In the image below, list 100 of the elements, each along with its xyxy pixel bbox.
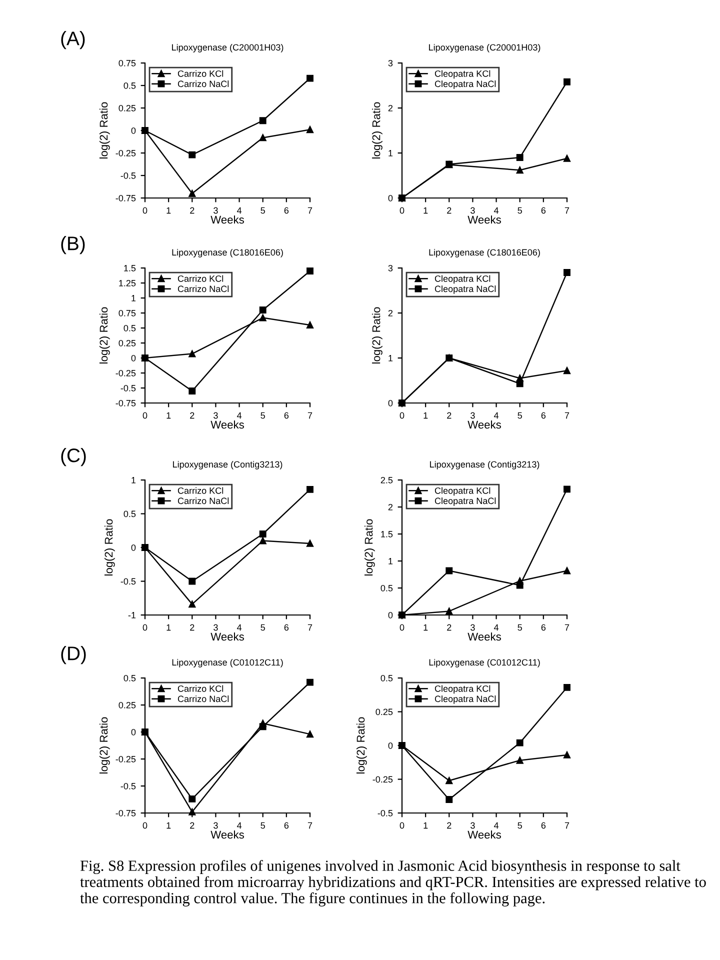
x-tick-label: 5: [260, 207, 265, 214]
text: (A): [61, 31, 85, 50]
y-tick-label: 0.5: [124, 82, 136, 89]
y-tick-label: 1: [388, 558, 393, 564]
chart-title: Lipoxygenase (Contig3213): [430, 460, 540, 470]
x-tick-label: 1: [166, 412, 171, 419]
x-tick-label: 4: [494, 207, 499, 214]
x-tick-label: 0: [400, 412, 404, 419]
y-tick-label: 2: [388, 104, 393, 112]
y-axis-title: log(2) Ratio: [99, 102, 110, 158]
y-tick-label: -1: [128, 612, 136, 618]
y-tick-label: -0.25: [372, 776, 393, 783]
x-tick-label: 5: [260, 822, 265, 829]
x-tick-label: 1: [166, 624, 171, 631]
x-axis-title: Weeks: [468, 215, 501, 224]
x-axis-title: Weeks: [468, 420, 501, 429]
x-tick-label: 0: [142, 412, 148, 419]
y-tick-label: 3: [388, 60, 393, 66]
chart-title: Lipoxygenase (C20001H03): [172, 44, 284, 52]
x-tick-label: 7: [564, 624, 570, 631]
legend-label: Carrizo NaCl: [178, 80, 229, 88]
x-tick-label: 4: [236, 822, 242, 829]
y-tick-label: 0.25: [118, 340, 136, 346]
x-tick-label: 7: [308, 624, 312, 631]
y-axis-title: log(2) Ratio: [372, 102, 382, 158]
x-tick-label: 2: [190, 822, 194, 829]
x-tick-label: 1: [424, 822, 428, 829]
text: (C): [61, 448, 86, 466]
x-tick-label: 3: [214, 412, 218, 419]
y-tick-label: 1: [388, 150, 393, 156]
x-tick-label: 5: [260, 412, 265, 419]
legend-label: Carrizo NaCl: [178, 695, 229, 702]
x-tick-label: 4: [494, 822, 499, 829]
x-tick-label: 1: [166, 207, 171, 214]
y-axis-title: log(2) Ratio: [104, 519, 115, 576]
text: (B): [61, 236, 85, 254]
x-tick-label: 5: [518, 822, 522, 829]
y-tick-label: 0.5: [124, 510, 136, 518]
x-tick-label: 7: [308, 822, 312, 829]
x-tick-label: 2: [447, 412, 452, 419]
y-tick-label: 2: [388, 310, 393, 316]
y-tick-label: 0: [388, 742, 393, 749]
y-tick-label: -0.5: [120, 782, 136, 790]
legend-label: Carrizo NaCl: [178, 497, 229, 504]
text: (D): [61, 646, 86, 664]
y-tick-label: 1.5: [381, 531, 393, 538]
y-tick-label: 0.25: [118, 104, 136, 112]
y-tick-label: 0.25: [376, 708, 393, 716]
x-tick-label: 1: [424, 624, 428, 631]
y-tick-label: 1: [388, 355, 393, 362]
x-axis-title: Weeks: [210, 632, 244, 641]
x-tick-label: 4: [236, 412, 242, 419]
y-tick-label: 0.5: [380, 584, 393, 592]
x-tick-label: 2: [190, 412, 194, 419]
y-tick-label: 0: [131, 544, 136, 551]
x-tick-label: 0: [142, 207, 148, 214]
y-tick-label: 0.5: [124, 324, 136, 332]
x-tick-label: 3: [470, 412, 475, 419]
chart-title: Lipoxygenase (Contig3213): [173, 460, 282, 470]
y-tick-label: -0.25: [116, 756, 136, 762]
legend-label: Cleopatra NaCl: [434, 695, 496, 704]
y-tick-label: -0.75: [116, 400, 136, 406]
legend-label: Carrizo KCl: [178, 685, 224, 692]
legend-label: Carrizo NaCl: [178, 285, 229, 292]
x-axis-title: Weeks: [210, 420, 244, 429]
x-tick-label: 6: [541, 624, 546, 631]
x-tick-label: 6: [284, 822, 289, 829]
y-tick-label: 0.5: [124, 674, 136, 682]
x-tick-label: 4: [236, 207, 242, 214]
y-tick-label: -0.25: [116, 370, 136, 376]
chart-title: Lipoxygenase (C20001H03): [429, 44, 540, 52]
x-tick-label: 0: [400, 207, 404, 214]
x-tick-label: 2: [190, 207, 194, 214]
y-tick-label: 1.5: [124, 265, 136, 272]
x-tick-label: 2: [447, 624, 452, 631]
y-tick-label: 0: [131, 728, 136, 736]
x-tick-label: 1: [166, 822, 171, 829]
legend-label: Cleopatra KCl: [434, 70, 490, 79]
x-tick-label: 5: [518, 412, 522, 419]
x-tick-label: 5: [518, 207, 522, 214]
x-tick-label: 2: [447, 822, 452, 829]
chart-title: Lipoxygenase (C18016E06): [172, 248, 283, 258]
x-tick-label: 7: [308, 412, 312, 419]
x-axis-title: Weeks: [468, 830, 501, 839]
legend-label: Carrizo KCl: [178, 70, 224, 77]
y-tick-label: 1: [132, 477, 136, 484]
y-tick-label: -0.5: [120, 384, 136, 392]
x-tick-label: 2: [190, 624, 194, 631]
legend-label: Carrizo KCl: [178, 487, 224, 494]
x-tick-label: 0: [142, 822, 148, 829]
y-tick-label: 2.5: [380, 476, 393, 484]
y-tick-label: 1.25: [119, 280, 136, 286]
x-tick-label: 6: [284, 624, 289, 631]
legend-label: Cleopatra KCl: [434, 685, 490, 694]
y-axis-title: log(2) Ratio: [99, 717, 110, 774]
y-tick-label: -0.5: [120, 578, 136, 585]
y-axis-title: log(2) Ratio: [372, 307, 382, 364]
legend-label: Cleopatra NaCl: [434, 80, 496, 89]
x-tick-label: 3: [214, 822, 218, 829]
y-tick-label: 0.25: [118, 702, 136, 708]
